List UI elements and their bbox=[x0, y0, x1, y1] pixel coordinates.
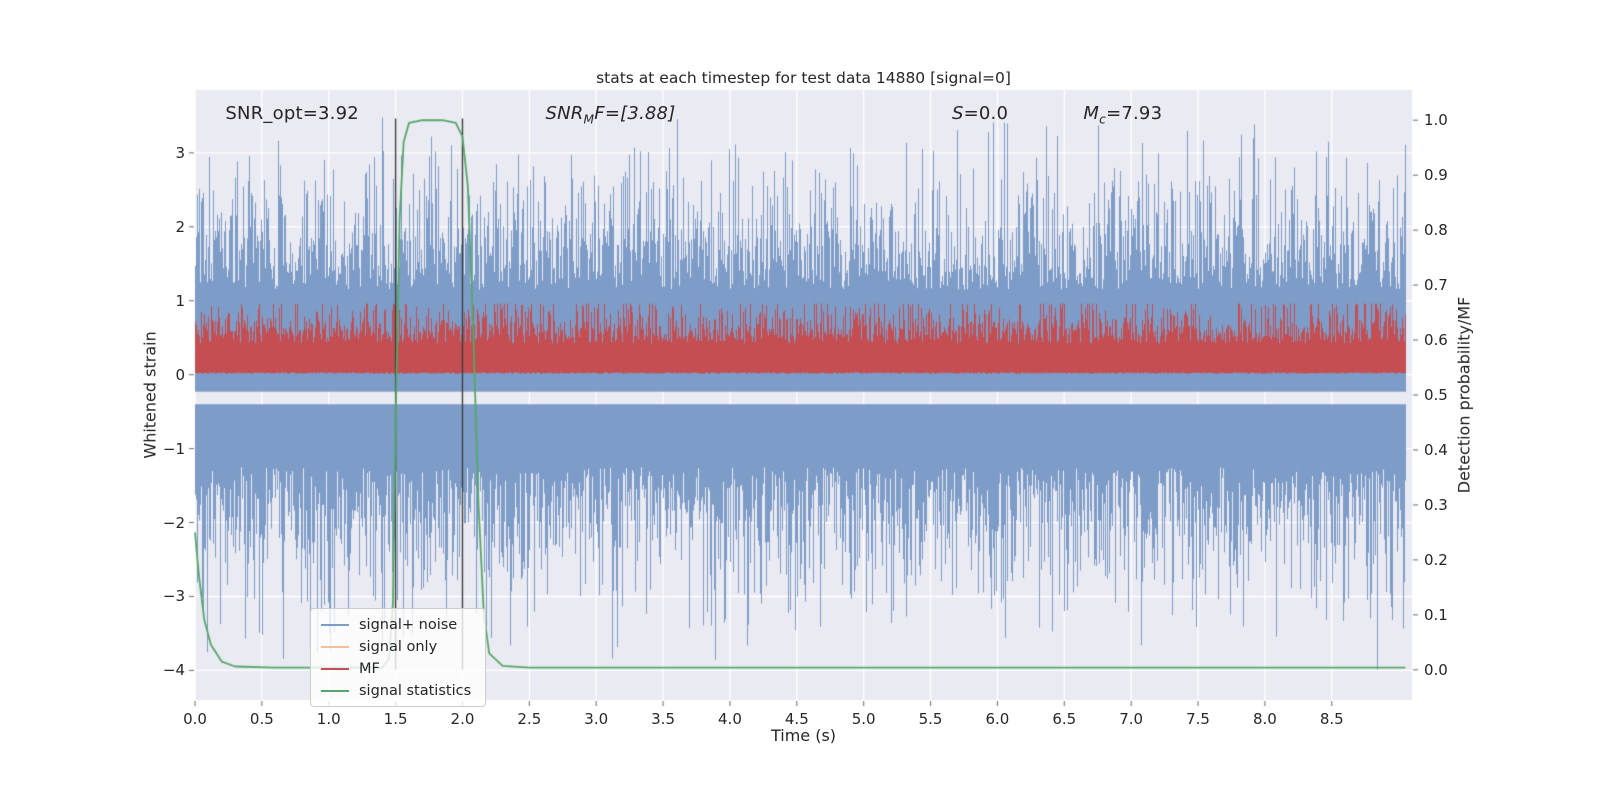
legend-entry: MF bbox=[321, 660, 471, 677]
y-axis-label-left: Whitened strain bbox=[140, 331, 160, 459]
legend: signal+ noise signal only MF signal statist… bbox=[310, 608, 487, 707]
legend-line-swatch bbox=[321, 689, 349, 692]
legend-entry: signal statistics bbox=[321, 682, 472, 699]
legend-line-swatch bbox=[321, 667, 349, 670]
legend-entry: signal+ noise bbox=[321, 616, 471, 633]
y-axis-label-right: Detection probability/MF bbox=[1454, 296, 1474, 494]
legend-label: signal only bbox=[359, 638, 438, 655]
legend-line-swatch bbox=[321, 645, 349, 648]
legend-entry: signal only bbox=[321, 638, 471, 655]
legend-label: signal+ noise bbox=[359, 616, 458, 633]
chart-title: stats at each timestep for test data 148… bbox=[596, 69, 1011, 87]
legend-label: MF bbox=[359, 660, 380, 677]
legend-line-swatch bbox=[321, 623, 349, 626]
x-axis-label: Time (s) bbox=[770, 726, 837, 745]
legend-label: signal statistics bbox=[359, 682, 472, 699]
